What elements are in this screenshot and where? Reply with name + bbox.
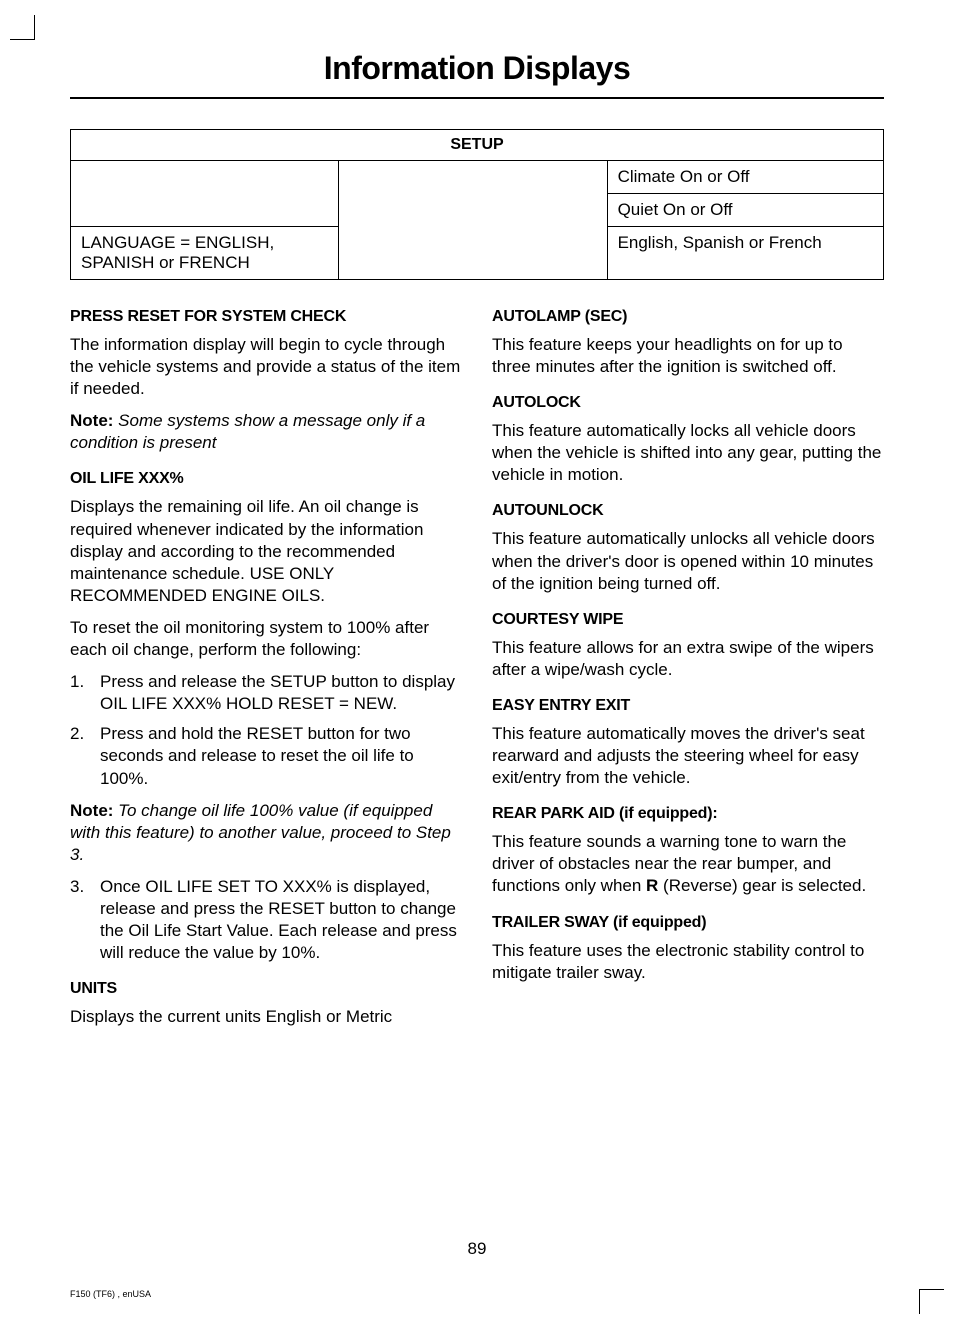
- body-text: This feature uses the electronic stabili…: [492, 940, 884, 984]
- body-text: This feature sounds a warning tone to wa…: [492, 831, 884, 897]
- heading-easy-entry: EASY ENTRY EXIT: [492, 697, 884, 715]
- heading-autolock: AUTOLOCK: [492, 394, 884, 412]
- table-cell: English, Spanish or French: [607, 227, 883, 280]
- heading-autounlock: AUTOUNLOCK: [492, 502, 884, 520]
- page-number: 89: [0, 1239, 954, 1259]
- note-label: Note:: [70, 411, 113, 430]
- table-header: SETUP: [71, 130, 884, 161]
- heading-press-reset: PRESS RESET FOR SYSTEM CHECK: [70, 308, 462, 326]
- body-text: Displays the current units English or Me…: [70, 1006, 462, 1028]
- left-column: PRESS RESET FOR SYSTEM CHECK The informa…: [70, 308, 462, 1038]
- heading-oil-life: OIL LIFE XXX%: [70, 470, 462, 488]
- table-cell: [339, 161, 607, 280]
- note-body: Some systems show a message only if a co…: [70, 411, 425, 452]
- body-text: Displays the remaining oil life. An oil …: [70, 496, 462, 606]
- note-body: To change oil life 100% value (if equipp…: [70, 801, 451, 864]
- crop-mark: [10, 15, 35, 40]
- heading-courtesy-wipe: COURTESY WIPE: [492, 611, 884, 629]
- ordered-list: Press and release the SETUP button to di…: [70, 671, 462, 789]
- table-cell: [71, 161, 339, 227]
- table-cell: Climate On or Off: [607, 161, 883, 194]
- body-text: The information display will begin to cy…: [70, 334, 462, 400]
- table-row: Climate On or Off: [71, 161, 884, 194]
- list-item: Press and release the SETUP button to di…: [70, 671, 462, 715]
- list-item: Press and hold the RESET button for two …: [70, 723, 462, 789]
- table-cell: Quiet On or Off: [607, 194, 883, 227]
- body-text: This feature automatically moves the dri…: [492, 723, 884, 789]
- note-text: Note: Some systems show a message only i…: [70, 410, 462, 454]
- heading-trailer-sway: TRAILER SWAY (if equipped): [492, 914, 884, 932]
- footer-text: F150 (TF6) , enUSA: [70, 1289, 151, 1299]
- body-text: This feature keeps your headlights on fo…: [492, 334, 884, 378]
- text-span: (Reverse) gear is selected.: [658, 876, 866, 895]
- body-text: This feature allows for an extra swipe o…: [492, 637, 884, 681]
- crop-mark: [919, 1289, 944, 1314]
- heading-autolamp: AUTOLAMP (SEC): [492, 308, 884, 326]
- heading-units: UNITS: [70, 980, 462, 998]
- list-item: Once OIL LIFE SET TO XXX% is displayed, …: [70, 876, 462, 964]
- heading-rear-park: REAR PARK AID (if equipped):: [492, 805, 884, 823]
- page-title: Information Displays: [70, 50, 884, 99]
- body-text: This feature automatically unlocks all v…: [492, 528, 884, 594]
- body-text: To reset the oil monitoring system to 10…: [70, 617, 462, 661]
- right-column: AUTOLAMP (SEC) This feature keeps your h…: [492, 308, 884, 1038]
- body-text: This feature automatically locks all veh…: [492, 420, 884, 486]
- table-cell: LANGUAGE = ENGLISH, SPANISH or FRENCH: [71, 227, 339, 280]
- note-text: Note: To change oil life 100% value (if …: [70, 800, 462, 866]
- content-columns: PRESS RESET FOR SYSTEM CHECK The informa…: [70, 308, 884, 1038]
- note-label: Note:: [70, 801, 113, 820]
- bold-r: R: [646, 876, 658, 895]
- ordered-list: Once OIL LIFE SET TO XXX% is displayed, …: [70, 876, 462, 964]
- setup-table: SETUP Climate On or Off Quiet On or Off …: [70, 129, 884, 280]
